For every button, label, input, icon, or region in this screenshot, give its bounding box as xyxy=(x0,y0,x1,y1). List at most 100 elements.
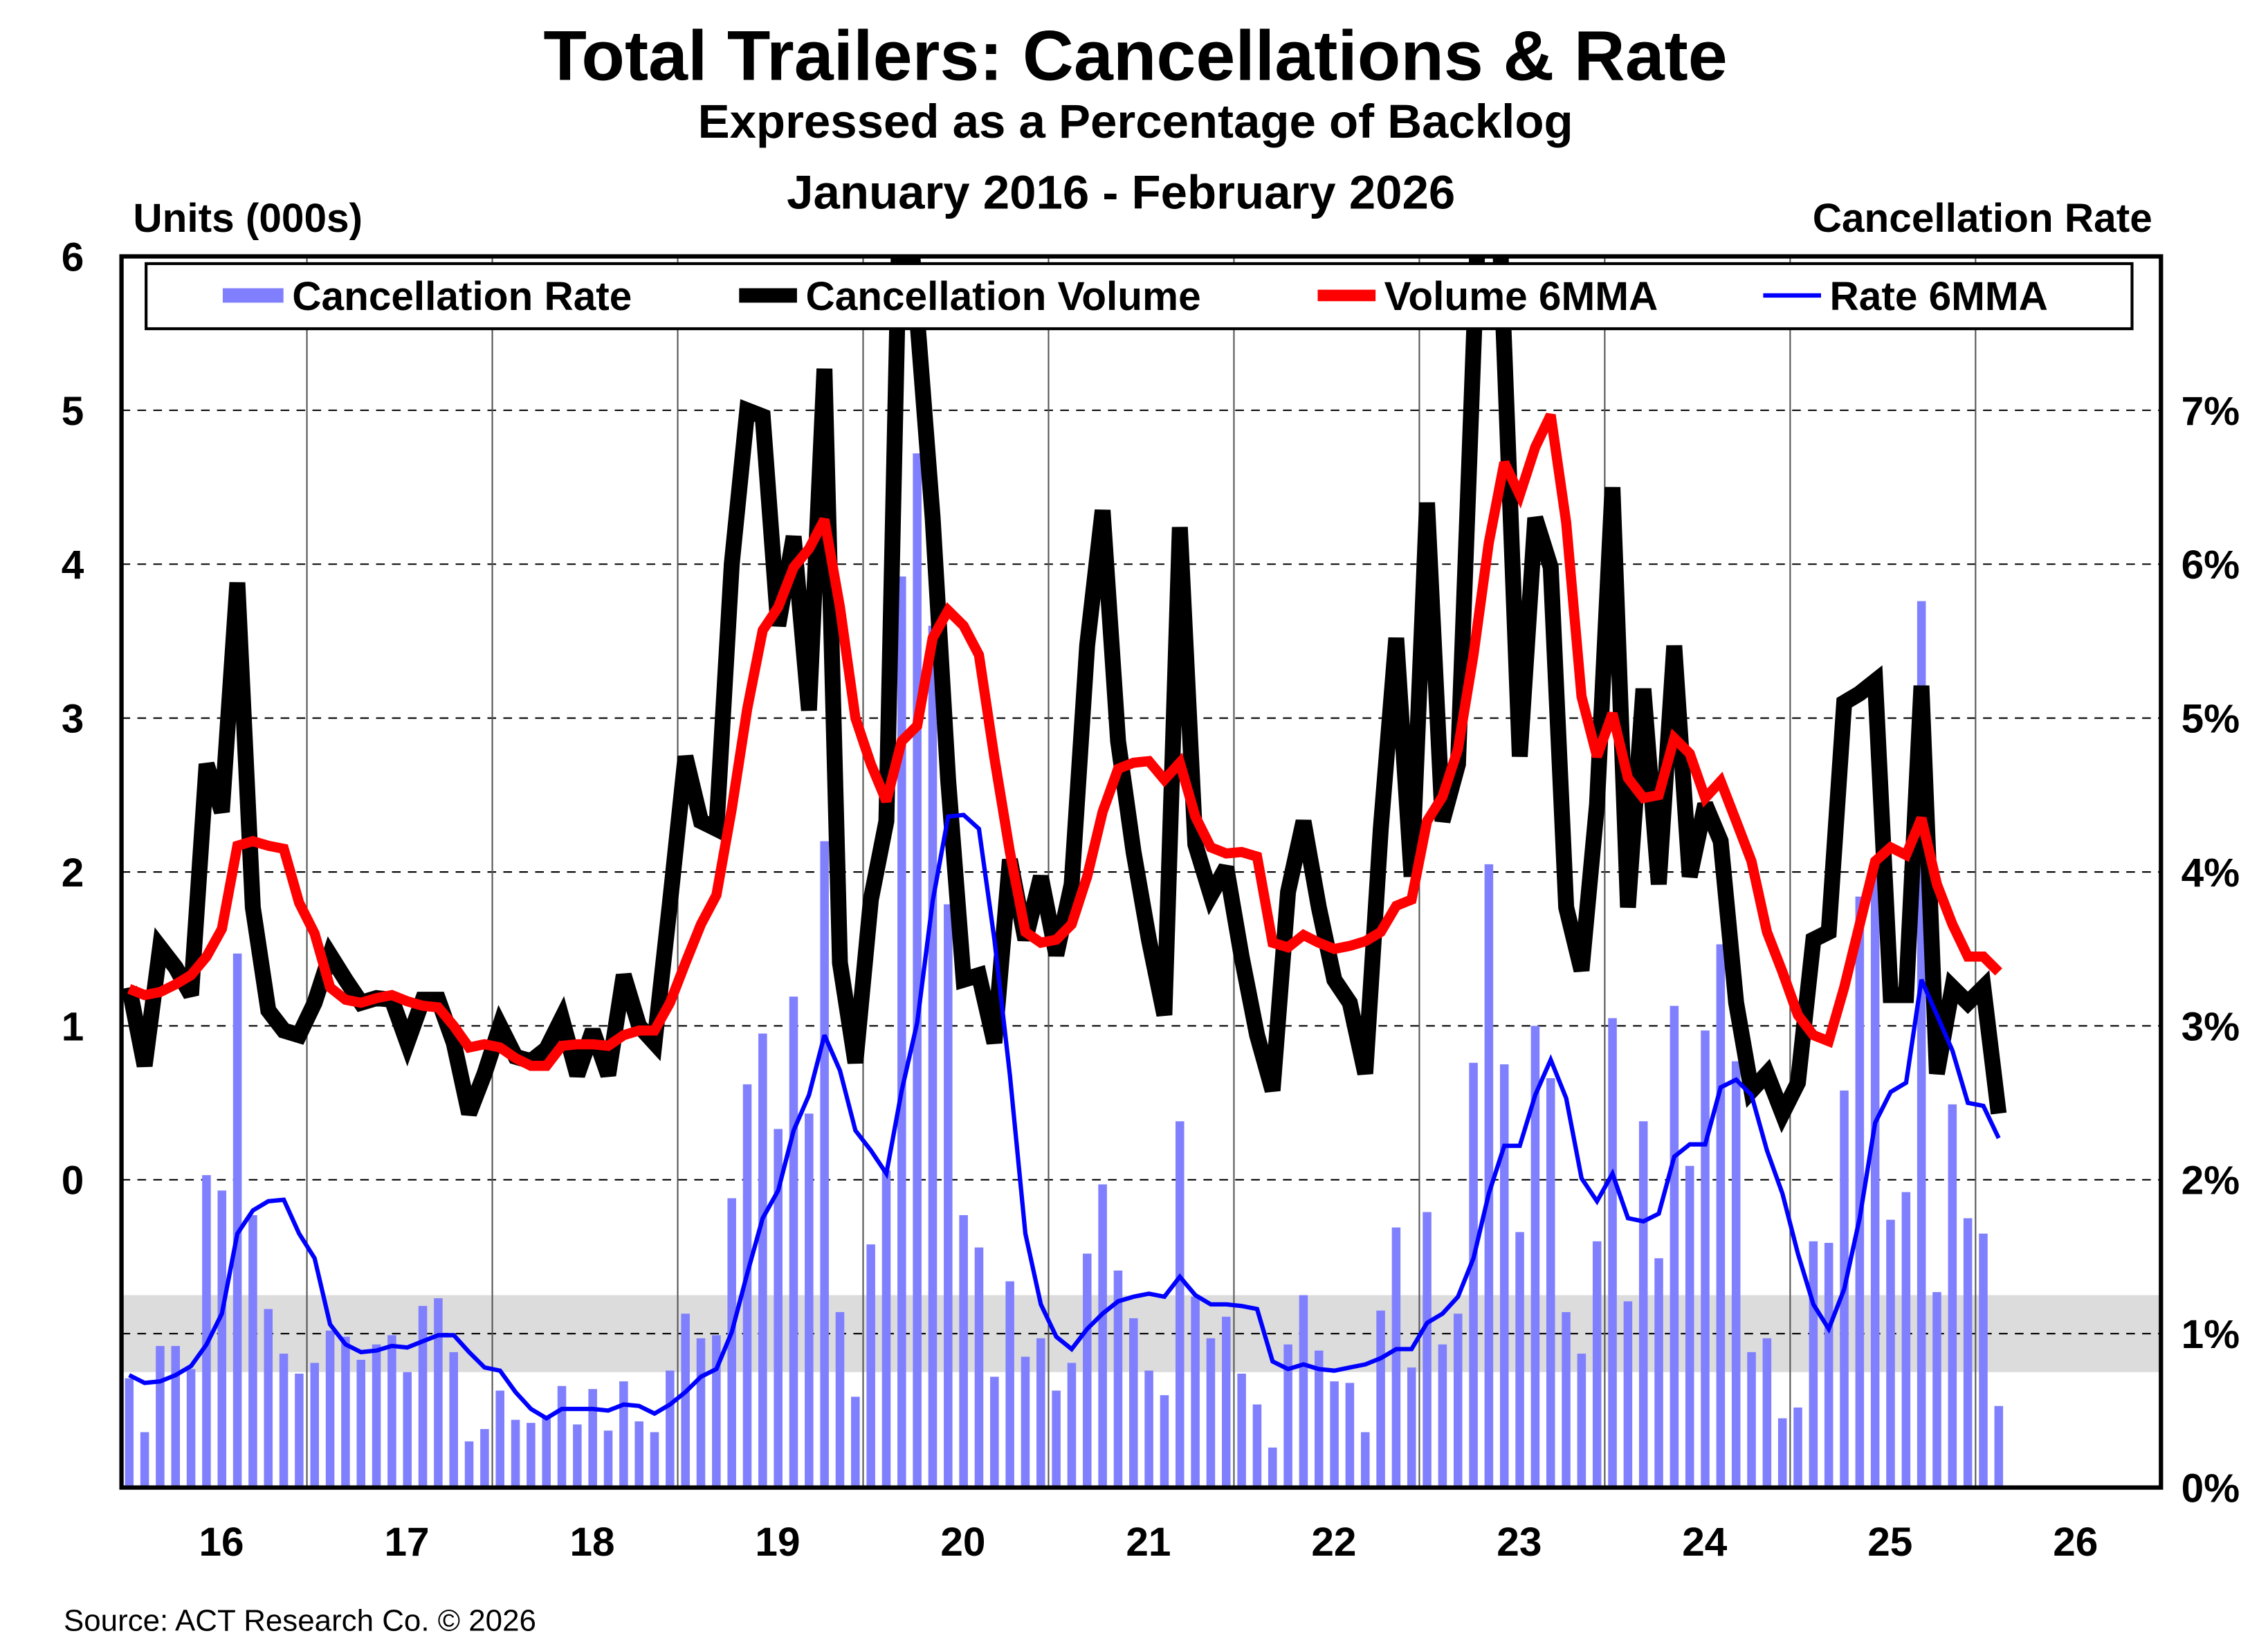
rate-bar xyxy=(511,1419,520,1488)
rate-bar xyxy=(217,1190,227,1488)
rate-bar xyxy=(974,1247,984,1488)
rate-bar xyxy=(944,904,953,1488)
rate-bar xyxy=(727,1198,736,1488)
rate-bar xyxy=(835,1312,845,1488)
rate-bar xyxy=(1129,1318,1138,1488)
rate-bar xyxy=(1577,1354,1586,1488)
rate-bar xyxy=(603,1430,613,1488)
rate-bar xyxy=(634,1421,643,1488)
rate-bar xyxy=(1376,1310,1385,1488)
rate-bar xyxy=(1515,1232,1524,1488)
rate-bar xyxy=(1345,1383,1355,1488)
rate-bar xyxy=(1670,1006,1679,1488)
x-tick-label: 23 xyxy=(1497,1520,1542,1565)
rate-bar xyxy=(1021,1356,1030,1488)
rate-bar xyxy=(1546,1078,1555,1488)
gridlines xyxy=(121,256,2161,1488)
rate-bar xyxy=(1314,1350,1324,1488)
rate-bar xyxy=(758,1033,767,1488)
rate-bar xyxy=(449,1352,458,1488)
rate-bar xyxy=(1438,1344,1447,1488)
legend-label-rate: Cancellation Rate xyxy=(292,274,632,319)
x-tick-label: 25 xyxy=(1867,1520,1912,1565)
source-note: Source: ACT Research Co. © 2026 xyxy=(64,1604,536,1638)
rate-bar xyxy=(681,1313,690,1488)
left-tick-label: 0 xyxy=(62,1158,84,1203)
series-lines xyxy=(121,256,2007,1421)
rate-bar xyxy=(1407,1367,1416,1488)
x-tick-label: 20 xyxy=(940,1520,985,1565)
right-tick-label: 6% xyxy=(2182,543,2240,588)
rate-bar xyxy=(1592,1241,1602,1488)
rate-bar xyxy=(557,1385,567,1488)
rate-bar xyxy=(171,1345,181,1488)
rate-bar xyxy=(1685,1165,1694,1488)
rate-bar xyxy=(1005,1281,1014,1488)
rate-bar xyxy=(1252,1404,1262,1488)
chart-title: Total Trailers: Cancellations & Rate xyxy=(543,15,1727,95)
legend-label-volume: Cancellation Volume xyxy=(805,274,1200,319)
rate-bar xyxy=(1762,1338,1772,1488)
rate-bar xyxy=(789,997,798,1488)
rate-bar xyxy=(202,1175,211,1488)
rate-bar xyxy=(1716,944,1726,1488)
rate-bar xyxy=(1886,1219,1895,1488)
rate-bar xyxy=(1222,1316,1231,1488)
rate-bar xyxy=(696,1338,706,1488)
rate-6mma-line xyxy=(128,812,2001,1421)
rate-bar xyxy=(125,1378,134,1488)
rate-bar xyxy=(1747,1352,1756,1488)
rate-bar xyxy=(387,1335,396,1488)
rate-bar xyxy=(264,1309,273,1488)
rate-bar xyxy=(1608,1018,1617,1488)
rate-bar xyxy=(418,1306,428,1488)
rate-bar xyxy=(1083,1253,1092,1488)
plot-frame xyxy=(119,254,2164,1490)
rate-bar xyxy=(1901,1192,1911,1488)
rate-bar xyxy=(650,1432,659,1488)
rate-bar xyxy=(881,1170,891,1488)
rate-bar xyxy=(372,1344,381,1488)
right-tick-label: 2% xyxy=(2182,1158,2240,1203)
right-tick-label: 7% xyxy=(2182,389,2240,434)
right-tick-label: 3% xyxy=(2182,1004,2240,1049)
rate-bar xyxy=(1283,1344,1292,1488)
rate-bar xyxy=(805,1113,814,1488)
rate-bar xyxy=(712,1335,721,1488)
rate-bar xyxy=(1206,1338,1216,1488)
legend: Cancellation Rate Cancellation Volume Vo… xyxy=(145,262,2134,331)
rate-bar xyxy=(897,576,906,1488)
rate-bar xyxy=(480,1429,489,1488)
x-tick-label: 16 xyxy=(199,1520,244,1565)
left-tick-label: 1 xyxy=(62,1004,84,1049)
rate-bar xyxy=(1855,896,1865,1488)
rate-bar xyxy=(1824,1242,1833,1488)
rate-bar xyxy=(341,1336,350,1488)
rate-bar xyxy=(1098,1184,1107,1488)
rate-bar xyxy=(1144,1370,1153,1488)
rate-bar xyxy=(1777,1418,1787,1488)
rate-bar xyxy=(1562,1312,1571,1488)
rate-bar xyxy=(1623,1301,1633,1488)
rate-bar xyxy=(1453,1313,1463,1488)
rate-bar xyxy=(1176,1121,1185,1488)
left-axis-label: Units (000s) xyxy=(133,196,363,241)
right-tick-label: 1% xyxy=(2182,1312,2240,1357)
rate-bar xyxy=(1113,1271,1123,1488)
rate-bar xyxy=(1870,859,1880,1488)
chart-subtitle: Expressed as a Percentage of Backlog xyxy=(698,95,1573,148)
rate-bar xyxy=(774,1129,783,1488)
legend-label-volume-6mma: Volume 6MMA xyxy=(1384,274,1658,319)
rate-bar xyxy=(1948,1104,1957,1488)
rate-bar xyxy=(1701,1030,1710,1488)
rate-bar xyxy=(1638,1121,1648,1488)
rate-bar xyxy=(742,1084,752,1488)
rate-bar xyxy=(820,841,829,1488)
left-tick-label: 3 xyxy=(62,697,84,742)
rate-bar xyxy=(232,953,242,1488)
left-tick-label: 2 xyxy=(62,850,84,895)
x-tick-label: 19 xyxy=(755,1520,800,1565)
rate-bar xyxy=(1994,1405,2004,1488)
